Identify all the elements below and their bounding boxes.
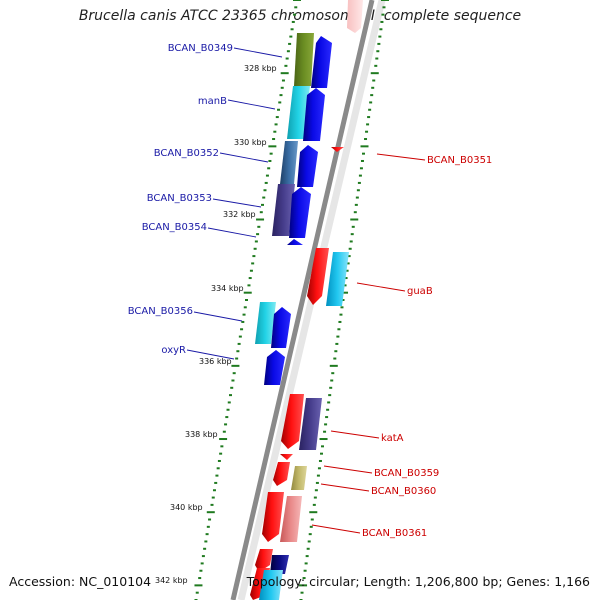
cog-bar[interactable] — [299, 398, 322, 450]
cog-bar[interactable] — [291, 466, 307, 490]
scale-label: 336 kbp — [199, 357, 232, 366]
gene-arrow[interactable] — [280, 454, 293, 460]
forward-gene-track — [264, 36, 332, 574]
scale-labels: 328 kbp 330 kbp 332 kbp 334 kbp 336 kbp … — [155, 64, 277, 585]
scale-label: 334 kbp — [211, 284, 244, 293]
gene-arrow[interactable] — [331, 147, 344, 152]
gene-arrow[interactable] — [264, 350, 285, 385]
gene-arrow[interactable] — [307, 248, 329, 305]
forward-gene-labels: BCAN_B0349 manB BCAN_B0352 BCAN_B0353 BC… — [128, 43, 283, 360]
reverse-cog-track — [259, 252, 349, 600]
cog-bar[interactable] — [255, 302, 276, 344]
gene-label[interactable]: guaB — [407, 286, 433, 297]
gene-label[interactable]: BCAN_B0352 — [154, 148, 219, 159]
cog-bar[interactable] — [326, 252, 349, 306]
gene-arrow[interactable] — [303, 88, 325, 141]
scale-label: 342 kbp — [155, 576, 188, 585]
gene-label[interactable]: manB — [198, 96, 227, 107]
gene-label[interactable]: katA — [381, 433, 404, 444]
topology-summary: Topology: circular; Length: 1,206,800 bp… — [246, 574, 590, 589]
gene-arrow[interactable] — [273, 462, 290, 486]
scale-label: 328 kbp — [244, 64, 277, 73]
gene-label[interactable]: oxyR — [161, 345, 186, 356]
gene-label[interactable]: BCAN_B0353 — [147, 193, 212, 204]
gene-arrow[interactable] — [297, 145, 318, 187]
scale-label: 330 kbp — [234, 138, 267, 147]
gene-arrow[interactable] — [271, 307, 291, 348]
gene-label[interactable]: BCAN_B0354 — [142, 222, 207, 233]
gene-arrow[interactable] — [289, 187, 311, 238]
gene-arrow[interactable] — [287, 239, 303, 245]
gene-arrow[interactable] — [255, 549, 273, 572]
scale-ticks — [194, 0, 389, 600]
reverse-gene-labels: BCAN_B0351 guaB katA BCAN_B0359 BCAN_B03… — [311, 153, 492, 539]
gene-label[interactable]: BCAN_B0361 — [362, 528, 427, 539]
cog-bar[interactable] — [287, 86, 310, 139]
gene-label[interactable]: BCAN_B0359 — [374, 468, 439, 479]
cog-bar[interactable] — [280, 141, 298, 184]
gene-arrow[interactable] — [281, 394, 304, 449]
gene-arrow[interactable] — [311, 36, 332, 88]
gene-label[interactable]: BCAN_B0351 — [427, 155, 492, 166]
cog-bar[interactable] — [272, 184, 295, 236]
gene-arrow[interactable] — [270, 555, 289, 574]
gene-label[interactable]: BCAN_B0356 — [128, 306, 193, 317]
scale-label: 332 kbp — [223, 210, 256, 219]
scale-label: 340 kbp — [170, 503, 203, 512]
forward-cog-track — [255, 33, 314, 344]
scale-label: 338 kbp — [185, 430, 218, 439]
cog-bar[interactable] — [294, 33, 314, 86]
gene-label[interactable]: BCAN_B0360 — [371, 486, 436, 497]
cog-bar[interactable] — [259, 570, 283, 600]
map-title: Brucella canis ATCC 23365 chromosome II,… — [78, 8, 522, 24]
reverse-gene-track — [250, 0, 363, 600]
cog-bar[interactable] — [280, 496, 302, 542]
accession-text: Accession: NC_010104 — [9, 574, 152, 589]
gene-label[interactable]: BCAN_B0349 — [168, 43, 233, 54]
gene-arrow[interactable] — [262, 492, 284, 542]
gene-arrow[interactable] — [347, 0, 363, 33]
